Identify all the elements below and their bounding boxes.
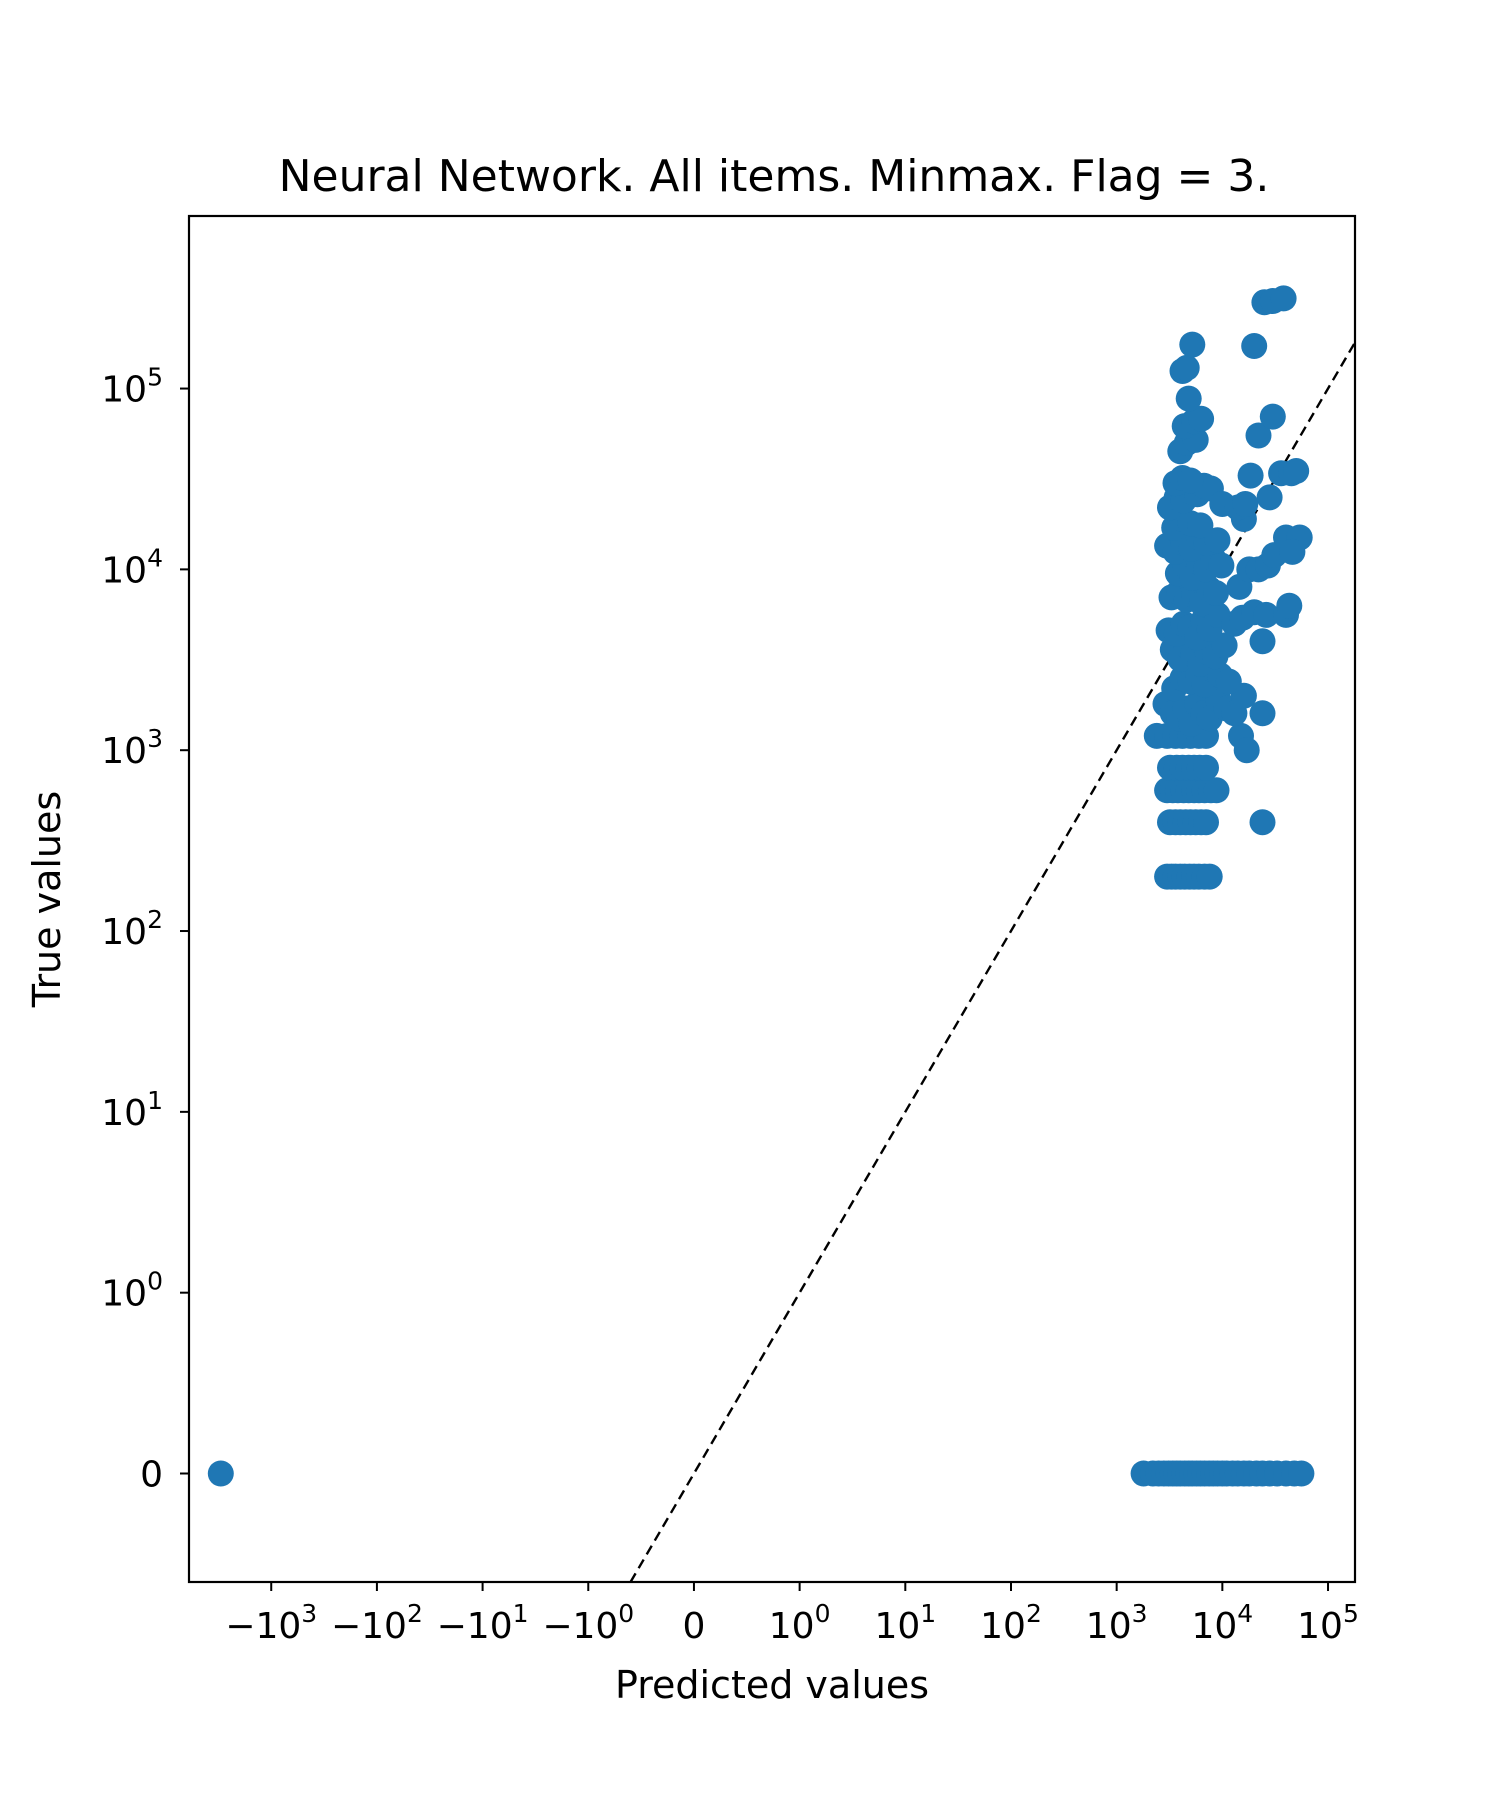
data-point: [1203, 777, 1230, 804]
plot-frame: [187, 214, 1357, 1584]
data-point: [1196, 863, 1223, 890]
x-tick-label: 102: [980, 1599, 1042, 1647]
data-point: [1203, 580, 1229, 606]
data-point: [1177, 467, 1204, 494]
scatter-points: [207, 285, 1315, 1487]
y-tick-label: 101: [101, 1086, 163, 1134]
data-point: [1179, 331, 1206, 358]
data-point: [1193, 809, 1219, 836]
data-point: [1245, 422, 1272, 449]
y-tick-label: 0: [140, 1455, 163, 1496]
x-tick-label: 103: [1086, 1599, 1148, 1647]
x-tick-label: −100: [542, 1599, 634, 1647]
x-tick-label: −102: [331, 1599, 423, 1647]
y-axis-ticks: 0 100 101 102 103 104 105: [101, 363, 189, 1496]
x-axis-ticks: −103 −102 −101 −100 0 100 101 102 103 104 105: [225, 1582, 1359, 1647]
x-axis-label: Predicted values: [615, 1663, 929, 1707]
data-point: [207, 1460, 234, 1487]
x-tick-label: 0: [682, 1606, 705, 1647]
data-point: [1215, 668, 1242, 695]
data-point: [1208, 552, 1235, 579]
chart-title: Neural Network. All items. Minmax. Flag …: [279, 151, 1270, 202]
y-tick-label: 104: [101, 543, 163, 591]
data-point: [1211, 632, 1238, 659]
data-point: [1279, 538, 1306, 565]
data-point: [1283, 458, 1310, 484]
y-tick-label: 102: [101, 905, 163, 953]
x-tick-label: 101: [874, 1599, 936, 1647]
data-point: [1270, 285, 1297, 312]
data-point: [1276, 592, 1303, 619]
x-tick-label: 105: [1297, 1599, 1359, 1647]
data-point: [1237, 462, 1264, 489]
data-point: [1249, 809, 1276, 836]
data-point: [1188, 405, 1215, 432]
data-point: [1233, 737, 1260, 764]
x-tick-label: −101: [437, 1599, 529, 1647]
y-axis-label: True values: [25, 791, 69, 1008]
data-point: [1187, 512, 1214, 539]
data-point: [1241, 333, 1268, 359]
x-tick-label: −103: [225, 1599, 317, 1647]
x-tick-label: 100: [769, 1599, 831, 1647]
x-tick-label: 104: [1191, 1599, 1253, 1647]
data-point: [1288, 1460, 1315, 1487]
data-point: [1232, 491, 1259, 517]
data-point: [1204, 527, 1231, 554]
data-point: [1193, 754, 1219, 781]
y-tick-label: 100: [101, 1267, 163, 1315]
data-point: [1256, 484, 1283, 511]
data-point: [1253, 601, 1280, 628]
data-point: [1175, 385, 1202, 412]
data-point: [1249, 628, 1276, 655]
y-tick-label: 105: [101, 363, 163, 411]
data-point: [1249, 700, 1276, 727]
data-point: [1259, 403, 1286, 430]
y-tick-label: 103: [101, 724, 163, 772]
data-point: [1173, 354, 1200, 381]
